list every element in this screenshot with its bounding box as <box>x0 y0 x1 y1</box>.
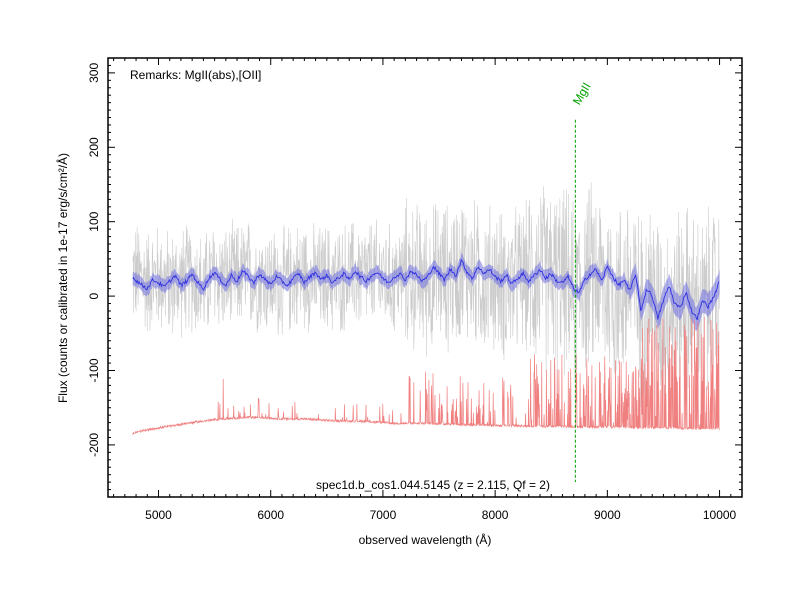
y-tick-label: -100 <box>87 358 101 382</box>
x-tick-label: 8000 <box>482 508 509 522</box>
spectrum-id-label: spec1d.b_cos1.044.5145 (z = 2.115, Qf = … <box>316 478 550 492</box>
y-tick-labels: -200 -100 0 100 200 300 <box>87 63 101 457</box>
x-tick-label: 5000 <box>145 508 172 522</box>
raw-spectrum-line <box>132 182 720 408</box>
axis-ticks <box>108 57 743 497</box>
y-tick-label: 100 <box>87 211 101 231</box>
x-axis-label: observed wavelength (Å) <box>359 532 492 547</box>
y-tick-label: 300 <box>87 63 101 83</box>
y-tick-label: 200 <box>87 137 101 157</box>
x-tick-label: 9000 <box>594 508 621 522</box>
plot-frame <box>107 57 743 498</box>
smoothed-error-band <box>132 252 720 332</box>
x-tick-labels: 5000 6000 7000 8000 9000 10000 <box>145 508 736 522</box>
remarks-label: Remarks: MgII(abs),[OII] <box>130 68 261 82</box>
plot-area <box>132 182 720 435</box>
y-tick-label: 0 <box>87 292 101 299</box>
y-tick-label: -200 <box>87 433 101 457</box>
x-tick-label: 7000 <box>370 508 397 522</box>
y-axis-label: Flux (counts or calibrated in 1e-17 erg/… <box>55 153 70 403</box>
sky-spectrum-line <box>132 316 720 435</box>
x-tick-label: 10000 <box>703 508 737 522</box>
x-tick-label: 6000 <box>257 508 284 522</box>
smoothed-spectrum-line <box>132 258 720 321</box>
